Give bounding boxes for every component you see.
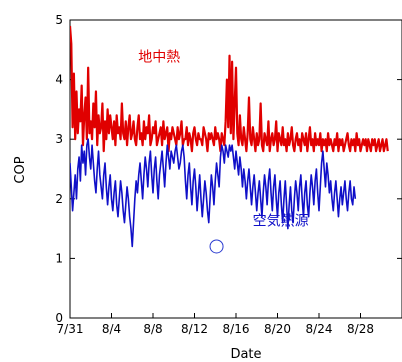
x-tick-label: 8/8 xyxy=(143,322,162,336)
series-annotation-label: 地中熱 xyxy=(138,50,180,66)
y-tick-label: 1 xyxy=(55,251,63,265)
y-tick-label: 0 xyxy=(55,311,63,325)
x-tick-label: 8/20 xyxy=(264,322,291,336)
series-line-air-source xyxy=(70,138,357,248)
y-axis-title: COP xyxy=(13,156,28,183)
y-tick-label: 5 xyxy=(55,13,63,27)
x-tick-label: 8/16 xyxy=(223,322,250,336)
y-tick-label: 4 xyxy=(55,73,63,87)
x-tick-label: 7/31 xyxy=(57,322,84,336)
series-annotation-label: 空気熱源 xyxy=(253,214,309,230)
minimum-marker-circle xyxy=(209,239,224,254)
x-axis-title: Date xyxy=(230,347,261,362)
x-tick-label: 8/4 xyxy=(102,322,121,336)
x-axis: 7/31 8/4 8/8 8/12 8/16 8/20 8/24 8/28 xyxy=(57,313,374,336)
y-tick-label: 3 xyxy=(55,132,63,146)
plot-area-frame xyxy=(69,19,402,319)
x-tick-label: 8/28 xyxy=(347,322,374,336)
series-layer xyxy=(70,25,389,248)
series-line-ground-source xyxy=(70,25,389,153)
x-tick-label: 8/24 xyxy=(306,322,333,336)
x-tick-label: 8/12 xyxy=(181,322,208,336)
y-tick-label: 2 xyxy=(55,192,63,206)
